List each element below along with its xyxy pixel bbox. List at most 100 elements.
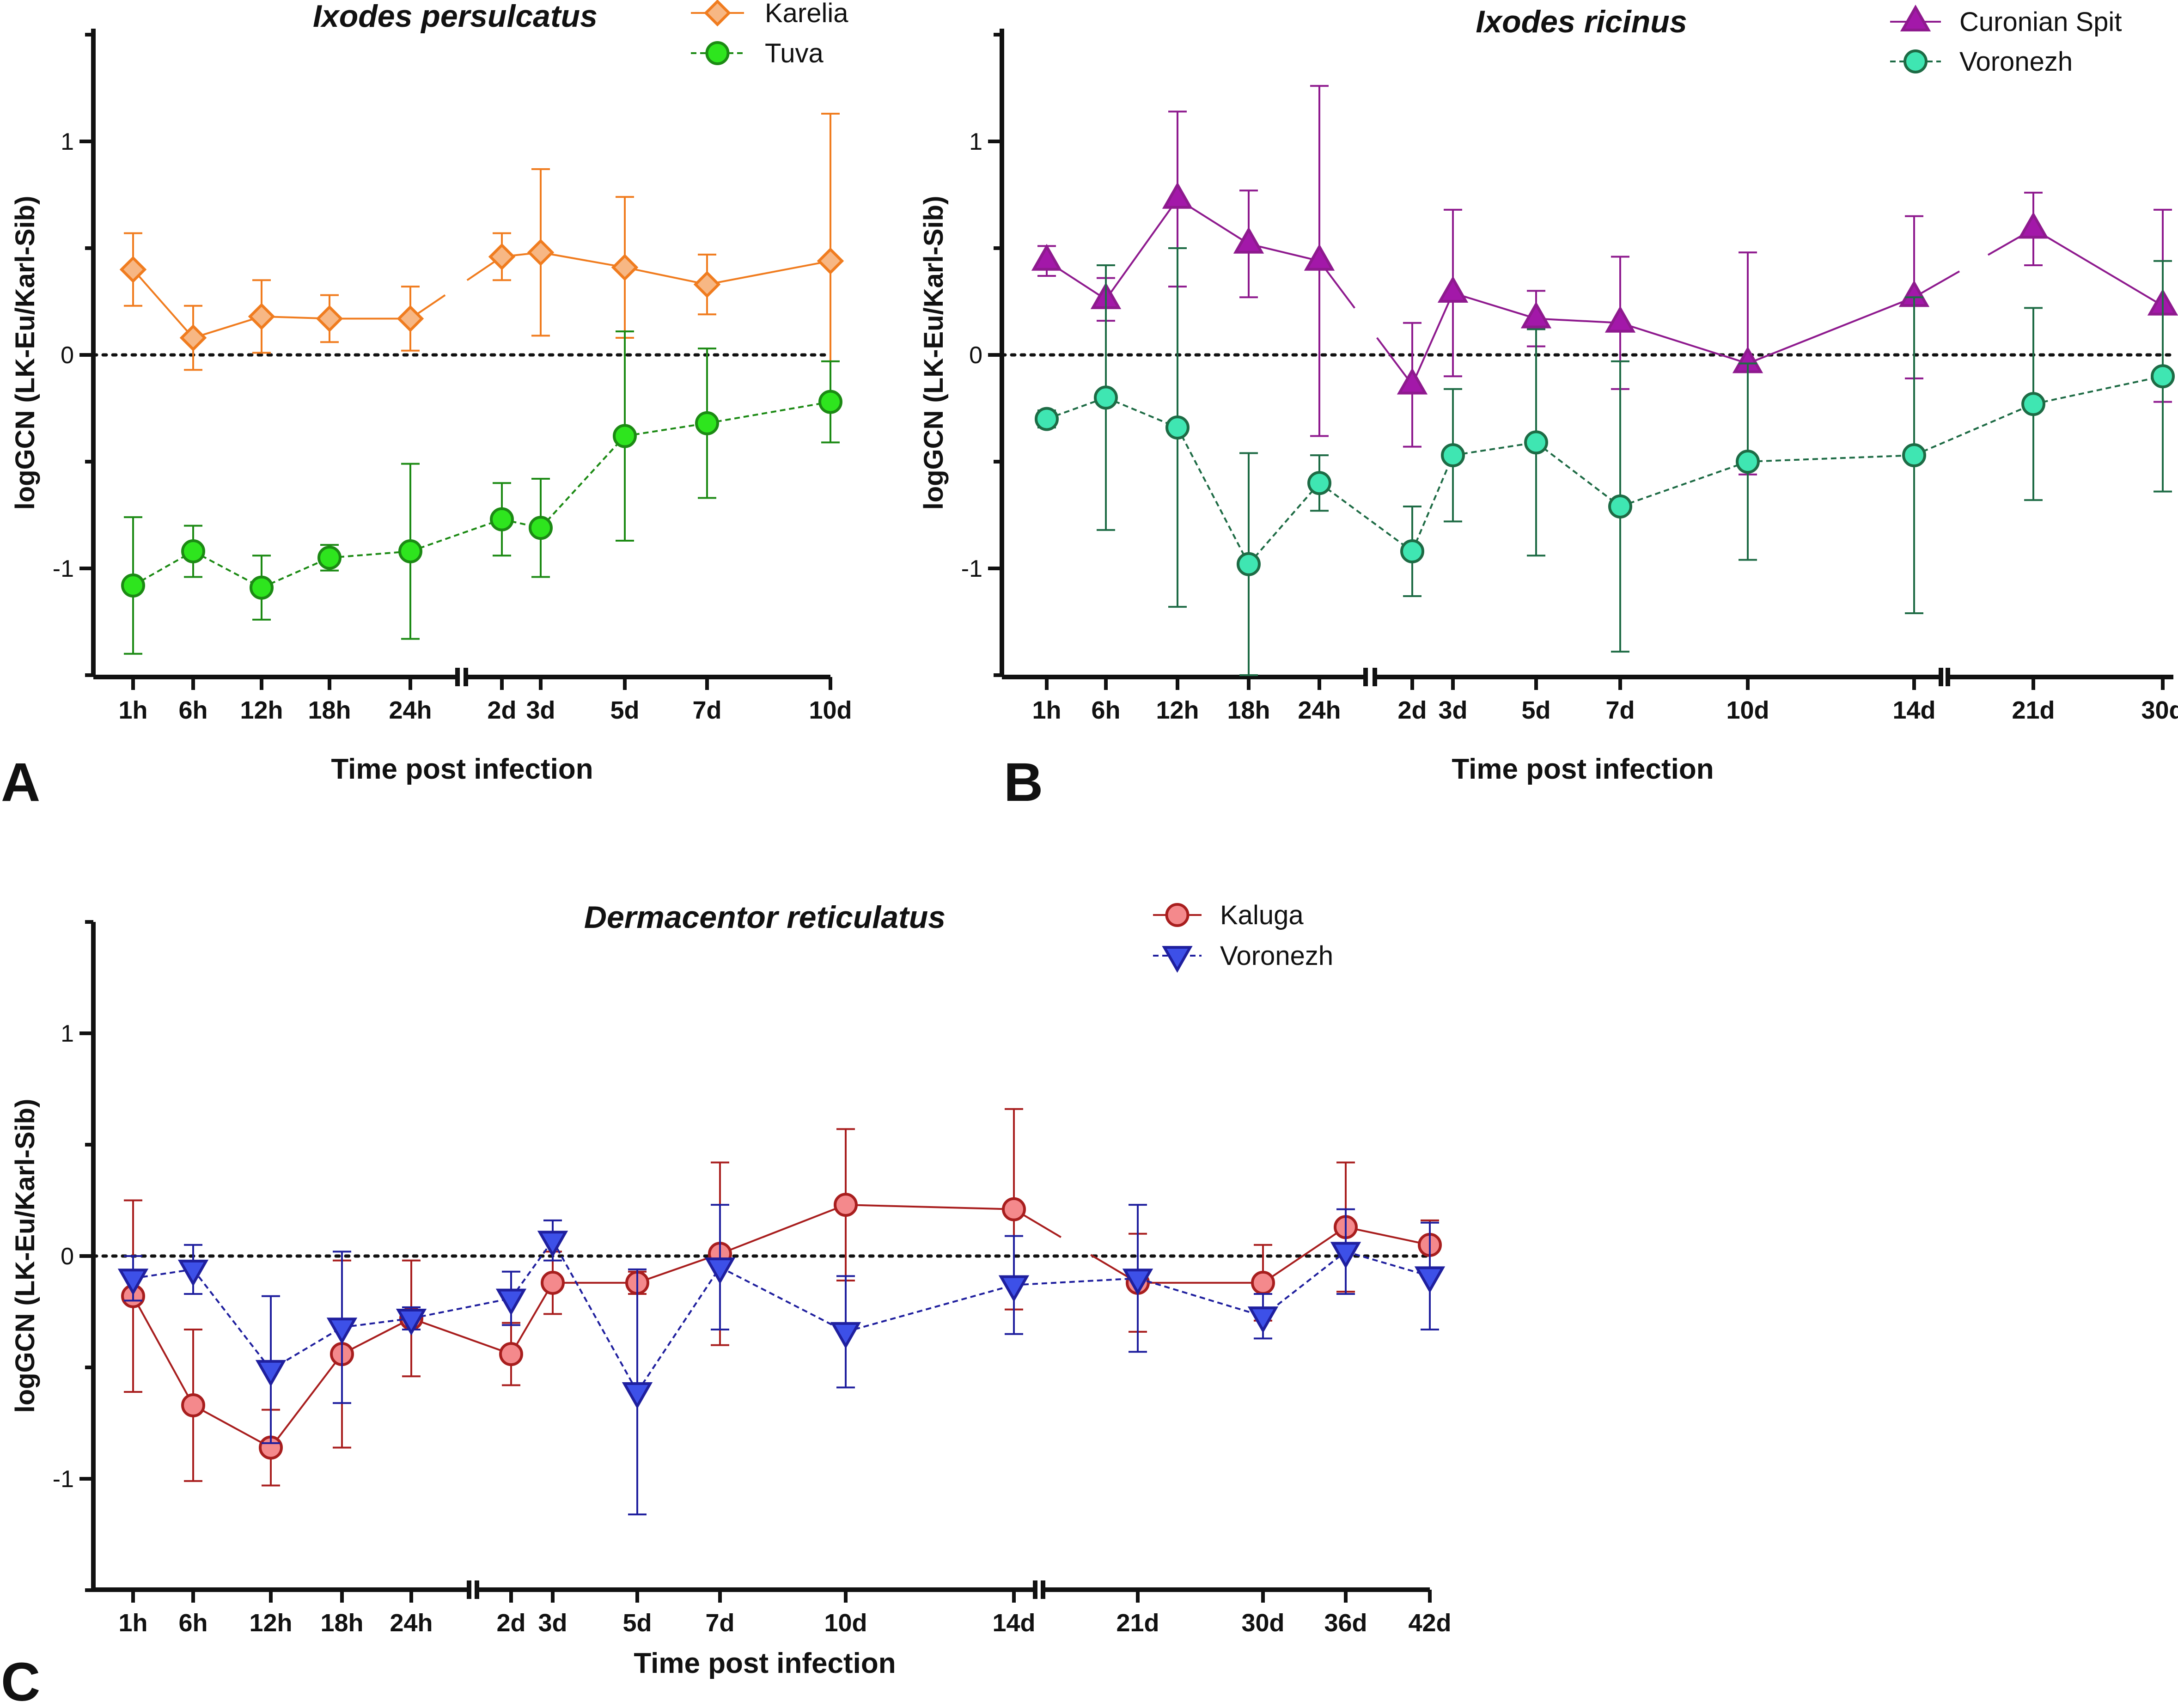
data-point (1247, 1306, 1279, 1334)
series-line-segment (411, 1318, 512, 1355)
y-axis-label: logGCN (LK-Eu/Karl-Sib) (919, 196, 949, 510)
data-point (613, 424, 637, 448)
series-curonian-spit (1031, 85, 2178, 476)
legend-marker (1162, 946, 1193, 973)
data-point (1031, 244, 1062, 271)
series-tuva (121, 330, 842, 655)
series-line-segment (132, 268, 194, 339)
panel-c: -1 0 1 logGCN (LK-Eu/Karl-Sib) 1h 6h 12h 18h 24h… (1, 900, 1452, 1708)
data-point (1902, 443, 1926, 468)
series-line-segment (720, 1266, 846, 1333)
series-line-segment (1248, 482, 1320, 565)
x-tick-label: 10d (824, 1609, 867, 1637)
legend-label: Voronezh (1220, 941, 1333, 971)
series-line-segment (1248, 243, 1320, 262)
x-tick-label: 30d (2141, 696, 2178, 724)
x-tick-label: 18h (320, 1609, 363, 1637)
data-point (1437, 275, 1469, 303)
y-tick-label: 0 (61, 1243, 74, 1270)
series-line-segment (193, 1404, 271, 1449)
x-tick-label: 18h (1227, 696, 1270, 724)
x-tick-label: 12h (249, 1609, 292, 1637)
panel-title: Ixodes ricinus (1476, 4, 1687, 39)
x-tick-label: 5d (1521, 696, 1550, 724)
data-point (121, 573, 145, 598)
series-line-segment (720, 1204, 846, 1255)
data-point (1122, 1269, 1153, 1296)
data-point (179, 324, 207, 352)
data-point (117, 1269, 149, 1296)
data-point (2021, 392, 2045, 416)
panel-a: -1 0 1 logGCN (LK-Eu/Karl-Sib) 1h 6h 12h 18h 24h… (1, 0, 852, 813)
data-point (1414, 1266, 1446, 1293)
series-line-segment (342, 1317, 412, 1329)
data-point (834, 1193, 858, 1217)
series-line-segment (132, 1295, 194, 1406)
data-point (317, 545, 342, 570)
series-line-segment (1914, 270, 1960, 298)
series-line-segment (1376, 337, 1413, 385)
series-line-segment (192, 1269, 272, 1371)
series-line-segment (1345, 1250, 1430, 1277)
data-point (1524, 430, 1548, 455)
data-point (693, 271, 721, 298)
series-line-segment (1747, 454, 1915, 463)
data-point (1162, 182, 1193, 209)
series-line-segment (1411, 293, 1454, 385)
series-line-segment (1105, 198, 1178, 300)
legend-label: Karelia (765, 0, 848, 28)
data-point (490, 507, 514, 531)
data-point (1397, 367, 1428, 395)
series-line-segment (707, 401, 831, 424)
data-point (704, 1257, 736, 1285)
x-tick-label: 24h (390, 1609, 433, 1637)
y-tick-label: 1 (61, 128, 74, 155)
data-point (818, 390, 842, 414)
data-point (527, 238, 555, 266)
x-tick-label: 30d (1241, 1609, 1284, 1637)
x-axis-label: Time post infection (1452, 753, 1714, 785)
x-tick-label: 7d (1605, 696, 1635, 724)
legend-label: Kaluga (1220, 900, 1304, 930)
series-line-segment (636, 1266, 721, 1393)
series-line-segment (510, 1282, 554, 1355)
series-line-segment (1013, 1277, 1138, 1286)
series-line-segment (410, 518, 502, 552)
y-axis-label: logGCN (LK-Eu/Karl-Sib) (10, 196, 40, 510)
x-tick-label: 3d (526, 696, 555, 724)
x-tick-label: 2d (1397, 696, 1427, 724)
legend-label: Curonian Spit (1959, 7, 2122, 37)
series-line-segment (1345, 1226, 1430, 1246)
x-tick-label: 1h (1032, 696, 1061, 724)
x-tick-label: 6h (178, 696, 207, 724)
y-tick-label: -1 (53, 1466, 74, 1493)
series-line-segment (1105, 396, 1178, 428)
x-tick-label: 42d (1408, 1609, 1451, 1637)
legend-label: Voronezh (1959, 47, 2073, 77)
data-point (1094, 385, 1118, 410)
series-line-segment (1747, 296, 1915, 365)
series-line-segment (1452, 441, 1537, 457)
data-point (537, 1231, 568, 1258)
series-line-segment (1318, 482, 1413, 552)
panel-letter: C (1, 1652, 40, 1708)
data-point (1165, 415, 1190, 440)
x-tick-label: 21d (1116, 1609, 1159, 1637)
x-tick-label: 1h (118, 1609, 147, 1637)
series-line-segment (270, 1353, 343, 1448)
x-axis-label: Time post infection (634, 1647, 896, 1679)
series-line-segment (707, 260, 831, 286)
x-tick-label: 12h (240, 696, 283, 724)
data-point (495, 1288, 527, 1316)
legend-label: Tuva (765, 38, 824, 68)
series-line-segment (1914, 403, 2034, 456)
series-line-segment (1411, 455, 1454, 552)
x-tick-label: 1h (118, 696, 147, 724)
series-karelia (119, 112, 844, 409)
x-tick-label: 14d (1892, 696, 1935, 724)
series-line-segment (342, 1318, 412, 1355)
panel-letter: A (1, 752, 40, 813)
x-tick-label: 5d (610, 696, 639, 724)
x-axis-label: Time post infection (331, 753, 593, 785)
